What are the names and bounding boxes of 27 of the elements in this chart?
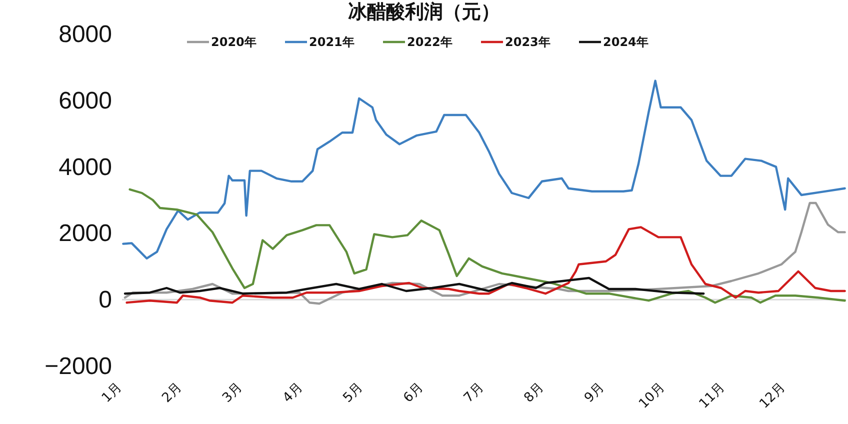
legend-label: 2020年: [211, 35, 256, 49]
x-tick-label: 6月: [400, 380, 426, 406]
line-series: [124, 276, 705, 295]
line-series: [126, 226, 846, 304]
y-tick-label: 0: [98, 286, 112, 314]
x-tick-label: 3月: [220, 380, 246, 406]
x-tick-label: 9月: [582, 380, 608, 406]
chart-title: 冰醋酸利润（元）: [348, 1, 500, 23]
legend-label: 2024年: [603, 35, 648, 49]
legend-label: 2021年: [309, 35, 354, 49]
y-tick-label: 6000: [58, 87, 112, 114]
x-tick-label: 10月: [636, 380, 668, 412]
y-tick-label: 2000: [58, 220, 112, 248]
x-tick-label: 1月: [99, 380, 125, 406]
x-tick-label: 7月: [461, 380, 487, 406]
x-tick-label: 2月: [160, 380, 186, 406]
x-tick-label: 8月: [522, 380, 548, 406]
y-tick-label: 8000: [58, 21, 112, 48]
x-tick-label: 4月: [280, 380, 306, 406]
legend-label: 2022年: [407, 35, 452, 49]
x-tick-label: 11月: [696, 380, 728, 412]
y-tick-label: 4000: [58, 154, 112, 181]
legend-label: 2023年: [505, 35, 550, 49]
line-series: [122, 80, 846, 260]
x-tick-label: 12月: [756, 380, 788, 412]
y-tick-label: −2000: [44, 353, 112, 380]
x-tick-label: 5月: [340, 380, 366, 406]
